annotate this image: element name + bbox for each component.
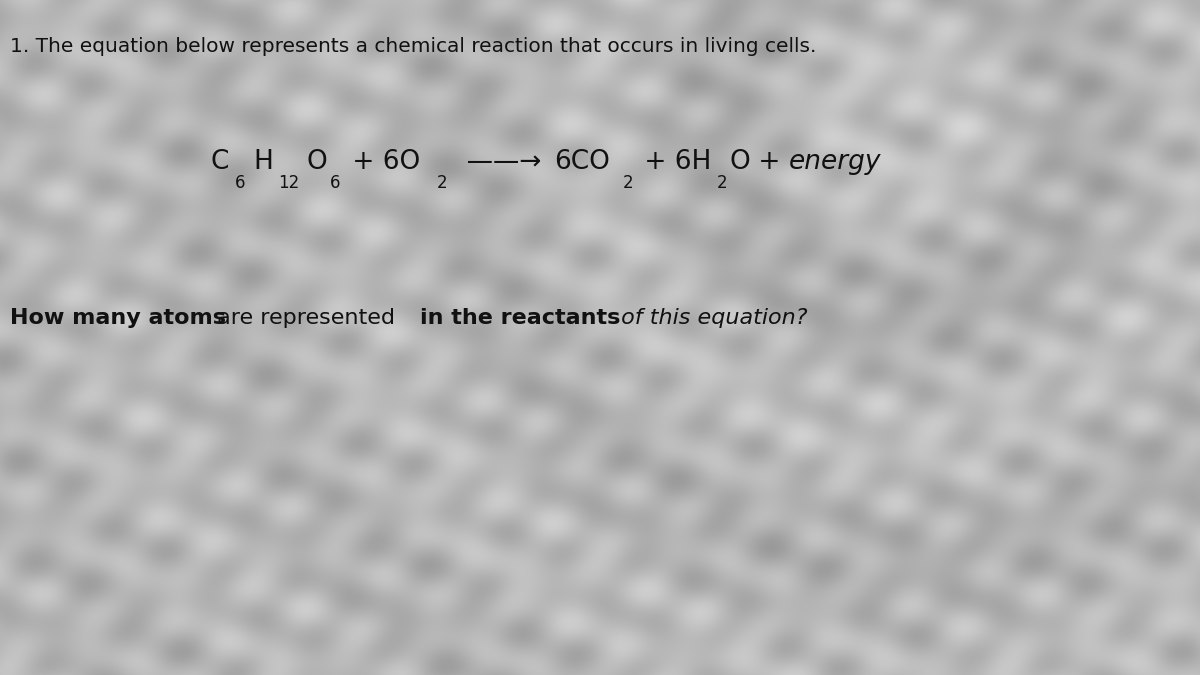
Text: are represented: are represented xyxy=(210,308,402,328)
Text: H: H xyxy=(253,148,274,175)
Text: 6: 6 xyxy=(330,173,341,192)
Text: +: + xyxy=(750,148,788,175)
Text: 2: 2 xyxy=(623,173,634,192)
Text: + 6H: + 6H xyxy=(636,148,712,175)
Text: O: O xyxy=(306,148,326,175)
Text: of this equation?: of this equation? xyxy=(614,308,808,328)
Text: in the reactants: in the reactants xyxy=(420,308,620,328)
Text: 6CO: 6CO xyxy=(554,148,611,175)
Text: + 6O: + 6O xyxy=(344,148,421,175)
Text: 2: 2 xyxy=(716,173,727,192)
Text: 6: 6 xyxy=(235,173,246,192)
Text: 2: 2 xyxy=(437,173,448,192)
Text: How many atoms: How many atoms xyxy=(10,308,226,328)
Text: O: O xyxy=(730,148,750,175)
Text: energy: energy xyxy=(788,148,881,175)
Text: 12: 12 xyxy=(278,173,300,192)
Text: C: C xyxy=(210,148,228,175)
Text: 1. The equation below represents a chemical reaction that occurs in living cells: 1. The equation below represents a chemi… xyxy=(10,37,816,56)
Text: ——→: ——→ xyxy=(450,148,541,175)
